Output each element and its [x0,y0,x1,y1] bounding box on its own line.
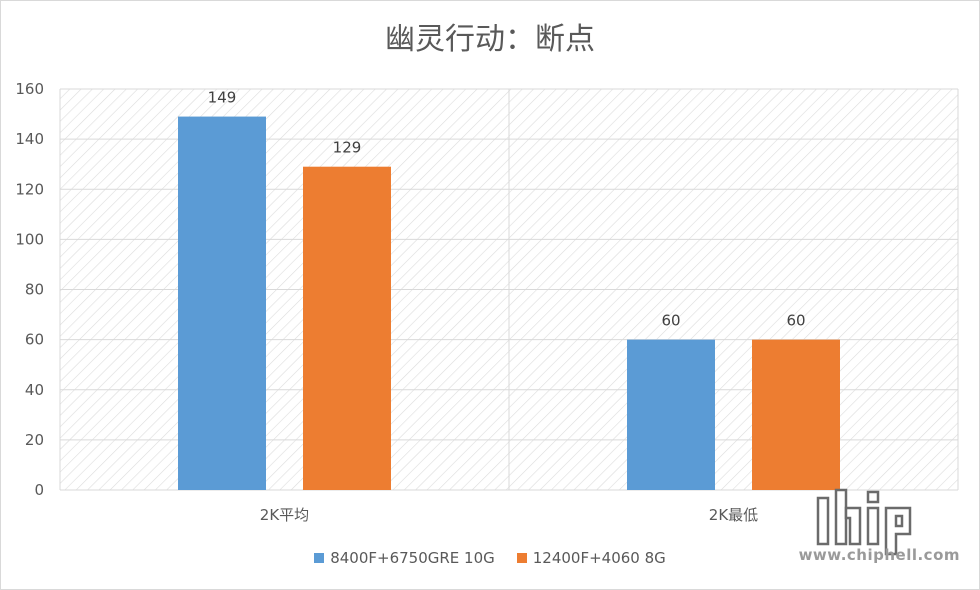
y-tick-label: 100 [15,230,44,248]
legend-swatch-series-2 [516,553,527,563]
y-tick-label: 0 [34,481,44,499]
legend-swatch-series-1 [314,553,325,563]
bar-series-1-2K平均 [178,116,266,490]
chiphell-logo-icon [816,488,912,556]
watermark-url: www.chiphell.com [798,546,960,564]
legend-label-series-1: 8400F+6750GRE 10G [330,549,495,567]
y-tick-label: 160 [15,80,44,98]
chart-title: 幽灵行动：断点 [385,22,595,57]
y-tick-label: 40 [25,381,44,399]
bar-series-2-2K最低 [752,339,840,490]
data-label: 149 [208,89,237,107]
x-category-label: 2K平均 [260,506,309,524]
legend: 8400F+6750GRE 10G 12400F+4060 8G [0,549,980,567]
y-tick-label: 120 [15,180,44,198]
y-tick-label: 20 [25,431,44,449]
data-label: 60 [786,312,805,330]
bar-series-2-2K平均 [303,166,391,490]
y-tick-label: 80 [25,281,44,299]
data-label: 129 [333,139,362,157]
legend-item-series-1: 8400F+6750GRE 10G [314,549,495,567]
legend-item-series-2: 12400F+4060 8G [516,549,666,567]
watermark-logo: www.chiphell.com [756,478,966,568]
bar-series-1-2K最低 [627,339,715,490]
y-tick-label: 60 [25,331,44,349]
x-category-label: 2K最低 [709,506,758,524]
data-label: 60 [661,312,680,330]
legend-label-series-2: 12400F+4060 8G [532,549,666,567]
y-tick-label: 140 [15,130,44,148]
